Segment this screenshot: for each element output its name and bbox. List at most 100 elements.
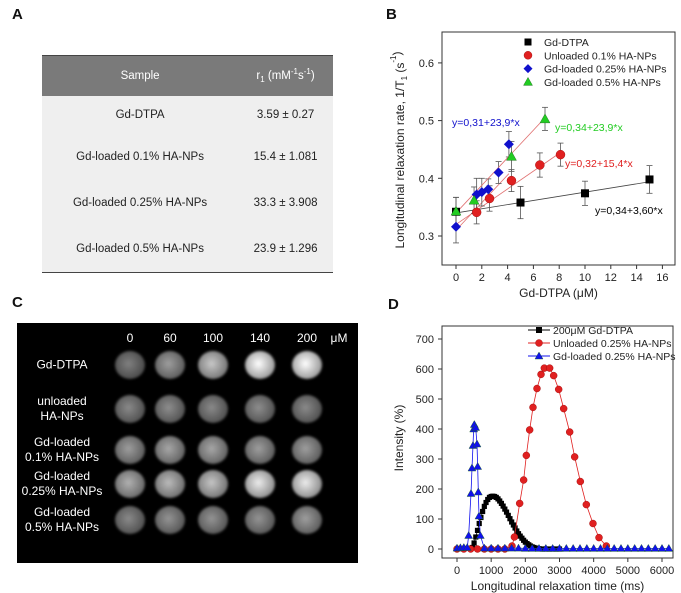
- y-tick-label: 0.5: [419, 116, 434, 128]
- data-point: [561, 543, 571, 552]
- data-point: [589, 519, 597, 528]
- data-point: [502, 506, 508, 512]
- data-point: [464, 531, 473, 539]
- data-point: [483, 499, 489, 506]
- row-label: unloaded HA-NPs: [37, 394, 86, 424]
- phantom-spot: [115, 395, 145, 423]
- data-point: [582, 543, 592, 552]
- y-tick-label: 500: [416, 394, 434, 406]
- concentration-label: 100: [202, 331, 224, 345]
- data-point: [525, 426, 534, 434]
- data-point: [506, 150, 517, 161]
- data-point: [450, 205, 462, 216]
- data-point: [473, 534, 479, 540]
- data-point: [565, 428, 574, 436]
- phantom-spot: [115, 506, 145, 534]
- data-point: [520, 543, 530, 552]
- data-point: [493, 543, 503, 552]
- data-point: [468, 194, 480, 205]
- x-tick-label: 8: [556, 272, 562, 284]
- phantom-spot: [292, 395, 322, 423]
- y-tick-label: 0: [428, 544, 434, 556]
- data-point: [522, 451, 531, 460]
- row-label: Gd-loaded 0.5% HA-NPs: [25, 505, 99, 535]
- x-tick-label: 3000: [547, 565, 571, 577]
- phantom-spot: [115, 351, 145, 379]
- data-point: [533, 384, 541, 393]
- data-point: [515, 499, 524, 508]
- phantom-spot: [245, 470, 275, 498]
- row-label: Gd-loaded 0.1% HA-NPs: [25, 435, 99, 465]
- table-row: Gd-loaded 0.5% HA-NPs 23.9 ± 1.296: [42, 226, 333, 273]
- panel-label-d: D: [388, 296, 399, 313]
- row-label-line1: unloaded: [37, 394, 87, 408]
- row-label-line1: Gd-loaded: [33, 469, 91, 483]
- data-point: [596, 543, 605, 552]
- legend-marker: [535, 339, 543, 347]
- cell-r1: 23.9 ± 1.296: [238, 226, 333, 273]
- data-point: [527, 543, 537, 552]
- concentration-label: 60: [163, 331, 177, 345]
- phantom-spot: [245, 395, 275, 423]
- data-point: [500, 543, 510, 552]
- cell-r1: 33.3 ± 3.908: [238, 180, 333, 226]
- data-point: [616, 543, 626, 552]
- cell-sample: Gd-loaded 0.5% HA-NPs: [42, 226, 239, 273]
- cell-sample: Gd-DTPA: [42, 96, 239, 134]
- data-point: [643, 543, 653, 552]
- row-label-line1: Gd-loaded: [33, 435, 91, 449]
- fit-equation: y=0,31+23,9*x: [452, 117, 520, 129]
- data-point: [474, 511, 484, 520]
- data-point: [589, 543, 599, 552]
- data-point: [555, 149, 566, 160]
- cell-r1: 3.59 ± 0.27: [238, 96, 333, 134]
- x-tick-label: 0: [454, 565, 460, 577]
- data-point: [471, 207, 482, 218]
- x-tick-label: 1000: [479, 565, 503, 577]
- legend-label: Gd-loaded 0.25% HA-NPs: [544, 64, 667, 76]
- data-point: [503, 509, 510, 515]
- data-point: [623, 543, 633, 552]
- legend-label: Unloaded 0.1% HA-NPs: [544, 50, 657, 62]
- fit-equation: y=0,34+23,9*x: [555, 122, 623, 134]
- row-label: Gd-loaded 0.25% HA-NPs: [22, 469, 103, 499]
- data-point: [473, 462, 483, 470]
- phantom-spot: [245, 436, 275, 464]
- phantom-spot: [198, 351, 228, 379]
- y-axis-label-part: -1: [389, 55, 398, 63]
- phantom-spot: [155, 351, 185, 379]
- data-point: [630, 543, 640, 552]
- y-axis-label: Longitudinal relaxation rate, 1/T1 (s-1): [389, 51, 409, 248]
- y-axis-label-part: ): [390, 51, 404, 55]
- data-point: [549, 371, 558, 380]
- concentration-label: 200: [296, 331, 318, 345]
- data-point: [537, 370, 545, 379]
- x-tick-label: 5000: [616, 565, 640, 577]
- cell-sample: Gd-loaded 0.25% HA-NPs: [42, 180, 239, 226]
- row-label-line1: Gd-loaded: [33, 505, 91, 519]
- y-tick-label: 200: [416, 484, 434, 496]
- x-tick-label: 10: [579, 272, 591, 284]
- x-axis-label: Gd-DTPA (μM): [519, 286, 598, 300]
- data-point: [539, 546, 546, 552]
- table-row: Gd-loaded 0.1% HA-NPs 15.4 ± 1.081: [42, 134, 333, 180]
- table-row: Gd-loaded 0.25% HA-NPs 33.3 ± 3.908: [42, 180, 333, 226]
- data-point: [514, 528, 520, 534]
- fit-line: [455, 181, 650, 214]
- y-tick-label: 600: [416, 364, 434, 376]
- data-point: [471, 423, 480, 431]
- legend-marker: [523, 51, 533, 60]
- data-point: [510, 522, 516, 528]
- relaxivity-table: Sample r1 (mM-1s-1) Gd-DTPA 3.59 ± 0.27 Gd…: [42, 55, 333, 273]
- unit-label: μM: [330, 331, 348, 345]
- phantom-spot: [292, 470, 322, 498]
- data-point: [553, 546, 559, 552]
- phantom-spot: [292, 436, 322, 464]
- data-point: [554, 385, 563, 394]
- y-tick-label: 300: [416, 454, 434, 466]
- legend-marker: [523, 76, 533, 86]
- fit-line: [455, 173, 510, 231]
- x-tick-label: 6000: [650, 565, 674, 577]
- legend-marker: [523, 64, 533, 74]
- data-point: [548, 543, 558, 552]
